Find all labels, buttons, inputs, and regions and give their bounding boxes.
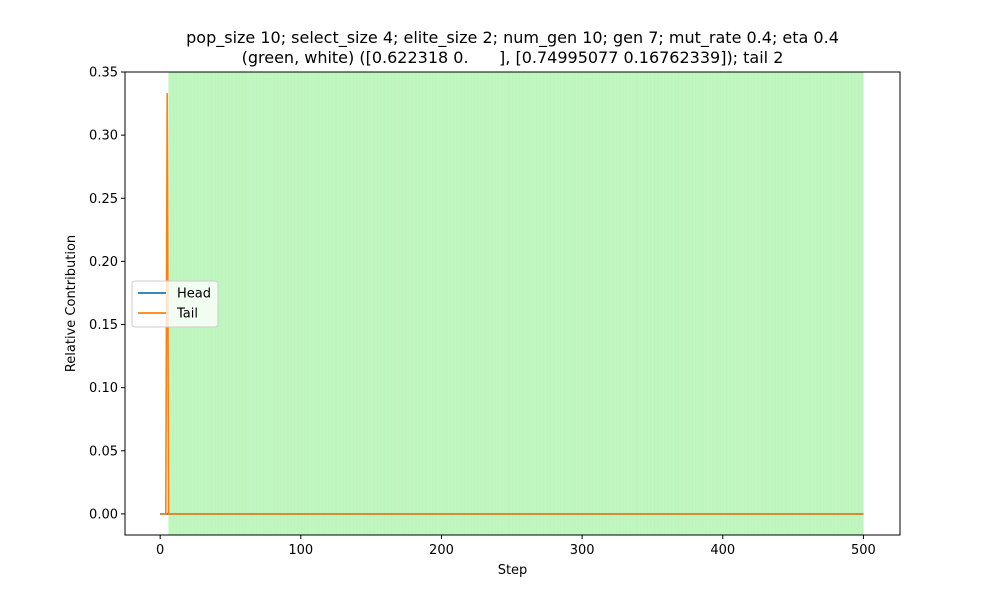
y-tick-label: 0.15 — [89, 318, 118, 333]
x-tick-label: 300 — [570, 543, 595, 558]
plot-area: 0 100 200 300 400 500 0.00 0.05 0.10 0.15 0.20 0.25… — [89, 66, 901, 558]
x-tick-label: 200 — [429, 543, 454, 558]
axes-frame — [124, 71, 901, 536]
x-axis: 0 100 200 300 400 500 — [156, 535, 876, 558]
chart-title: pop_size 10; select_size 4; elite_size 2… — [186, 28, 839, 67]
x-tick-label: 500 — [851, 543, 876, 558]
x-tick-label: 400 — [710, 543, 735, 558]
chart-title-line-2: (green, white) ([0.622318 0. ], [0.74995… — [242, 48, 784, 67]
legend-label-head: Head — [177, 287, 211, 302]
x-axis-title: Step — [498, 563, 528, 578]
y-axis: 0.00 0.05 0.10 0.15 0.20 0.25 0.30 0.35 — [89, 66, 125, 522]
y-tick-label: 0.35 — [89, 66, 118, 81]
y-tick-label: 0.20 — [89, 255, 118, 270]
y-tick-label: 0.30 — [89, 129, 118, 144]
y-tick-label: 0.00 — [89, 507, 118, 522]
y-tick-label: 0.10 — [89, 381, 118, 396]
x-tick-label: 100 — [288, 543, 313, 558]
y-tick-label: 0.05 — [89, 444, 118, 459]
legend-label-tail: Tail — [176, 307, 198, 322]
y-tick-label: 0.25 — [89, 192, 118, 207]
legend: Head Tail — [131, 280, 219, 328]
x-tick-label: 0 — [156, 543, 164, 558]
shaded-region-stripes — [168, 72, 864, 535]
y-axis-title: Relative Contribution — [64, 235, 79, 372]
chart-title-line-1: pop_size 10; select_size 4; elite_size 2… — [186, 28, 839, 48]
